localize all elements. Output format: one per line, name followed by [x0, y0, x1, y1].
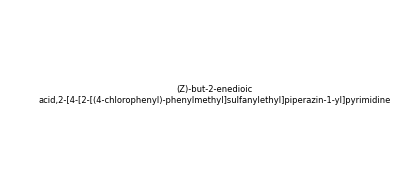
Text: (Z)-but-2-enedioic acid,2-[4-[2-[(4-chlorophenyl)-phenylmethyl]sulfanylethyl]pip: (Z)-but-2-enedioic acid,2-[4-[2-[(4-chlo… [39, 85, 391, 105]
